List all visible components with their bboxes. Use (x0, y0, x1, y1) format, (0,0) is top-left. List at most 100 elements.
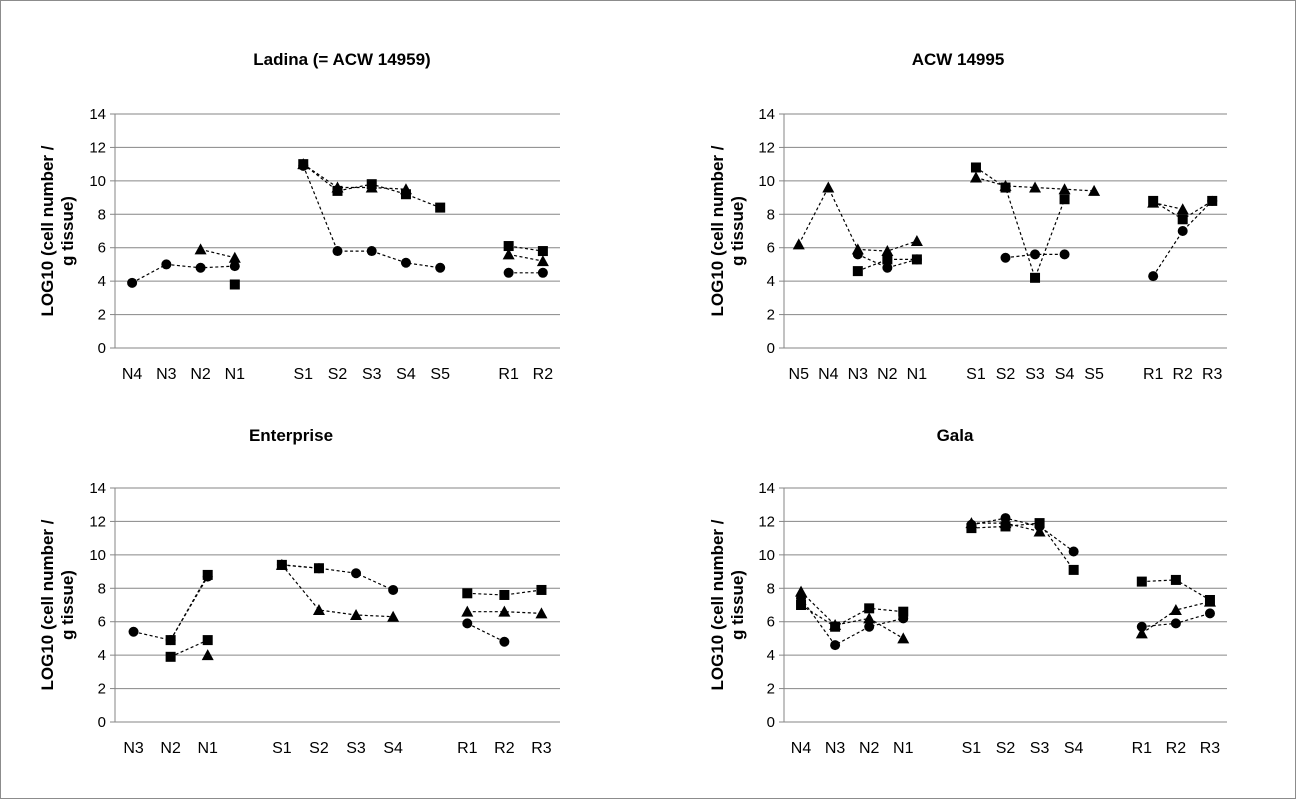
data-point-triangle (1088, 184, 1101, 196)
data-point-triangle (897, 632, 910, 644)
data-point-square (165, 635, 176, 646)
series-line-circle (971, 517, 1075, 552)
y-tick-label: 12 (758, 139, 775, 156)
data-point-square (462, 588, 473, 599)
data-point-square (911, 254, 922, 265)
data-point-triangle (822, 181, 835, 193)
data-point-triangle (851, 243, 864, 255)
x-tick-label: R3 (1202, 366, 1223, 383)
series-line-square (800, 604, 904, 628)
y-axis-label: LOG10 (cell number /g tissue) (38, 145, 77, 316)
data-point-triangle (999, 517, 1012, 529)
data-point-triangle (1033, 525, 1046, 537)
data-point-triangle (194, 243, 207, 255)
y-tick-label: 8 (767, 580, 775, 597)
data-point-circle (400, 257, 411, 268)
data-point-circle (1000, 252, 1011, 263)
y-tick-label: 12 (89, 513, 106, 530)
series-line-triangle (302, 163, 407, 190)
x-tick-label: R2 (1172, 366, 1193, 383)
data-point-triangle (1203, 595, 1216, 607)
data-point-circle (499, 636, 510, 647)
data-point-square (852, 266, 863, 277)
data-point-triangle (829, 619, 842, 631)
x-tick-label: R3 (531, 740, 552, 757)
series-line-triangle (975, 176, 1095, 192)
series-line-triangle (200, 248, 235, 259)
data-point-triangle (201, 649, 214, 661)
x-tick-label: S4 (1055, 366, 1075, 383)
data-point-circle (161, 259, 172, 270)
data-point-triangle (1135, 627, 1148, 639)
data-point-circle (229, 261, 240, 272)
data-point-triangle (965, 517, 978, 529)
data-point-triangle (792, 238, 805, 250)
x-tick-label: S4 (1064, 740, 1084, 757)
y-tick-label: 14 (758, 480, 775, 497)
series-line-square (467, 589, 542, 596)
x-tick-label: N4 (818, 366, 839, 383)
x-tick-label: S1 (293, 366, 313, 383)
data-point-triangle (498, 605, 511, 617)
x-tick-label: N1 (225, 366, 246, 383)
series-line-square (857, 258, 917, 272)
series-line-triangle (467, 611, 542, 614)
data-point-circle (366, 246, 377, 257)
y-tick-label: 14 (758, 106, 775, 123)
x-tick-label: R3 (1200, 740, 1221, 757)
data-point-circle (195, 262, 206, 273)
data-point-circle (332, 246, 343, 257)
x-tick-label: S3 (346, 740, 366, 757)
y-tick-label: 0 (98, 340, 106, 357)
x-tick-label: S1 (272, 740, 292, 757)
chart-title: ACW 14995 (912, 50, 1005, 69)
data-point-triangle (536, 255, 549, 267)
y-tick-label: 6 (98, 614, 106, 631)
y-tick-label: 10 (89, 173, 106, 190)
y-tick-label: 2 (98, 681, 106, 698)
x-tick-label: S5 (1084, 366, 1104, 383)
data-point-triangle (1176, 203, 1189, 215)
x-tick-label: N5 (789, 366, 810, 383)
data-point-square (882, 254, 893, 265)
y-tick-label: 4 (767, 647, 775, 664)
data-point-square (966, 523, 977, 534)
x-tick-label: N2 (877, 366, 898, 383)
series-line-square (975, 167, 1066, 280)
series-line-square (281, 564, 320, 569)
series-line-circle (133, 576, 209, 641)
series-line-square (170, 639, 208, 658)
x-tick-label: S2 (996, 366, 1016, 383)
data-point-square (229, 279, 240, 290)
x-tick-label: N2 (859, 740, 880, 757)
data-point-triangle (312, 604, 325, 616)
x-tick-label: R1 (457, 740, 478, 757)
data-point-square (1207, 195, 1218, 206)
x-tick-label: N3 (156, 366, 177, 383)
data-point-square (864, 603, 875, 614)
data-point-square (1136, 576, 1147, 587)
data-point-triangle (399, 183, 412, 195)
x-tick-label: S3 (1025, 366, 1045, 383)
data-point-square (536, 584, 547, 595)
y-tick-label: 4 (767, 273, 775, 290)
series-line-circle (302, 165, 441, 269)
y-tick-label: 10 (89, 547, 106, 564)
data-point-circle (127, 277, 138, 288)
data-point-circle (1068, 546, 1079, 557)
x-tick-label: R2 (533, 366, 554, 383)
data-point-circle (864, 621, 875, 632)
x-tick-label: N1 (197, 740, 218, 757)
data-point-circle (503, 267, 514, 278)
y-tick-label: 8 (98, 206, 106, 223)
x-tick-label: R2 (494, 740, 515, 757)
data-point-circle (1204, 608, 1215, 619)
x-tick-label: R1 (1143, 366, 1164, 383)
data-point-triangle (387, 610, 400, 622)
y-tick-label: 0 (98, 714, 106, 731)
data-point-circle (1148, 271, 1159, 282)
data-point-triangle (275, 558, 288, 570)
x-tick-label: S1 (966, 366, 986, 383)
x-tick-label: S3 (1030, 740, 1050, 757)
